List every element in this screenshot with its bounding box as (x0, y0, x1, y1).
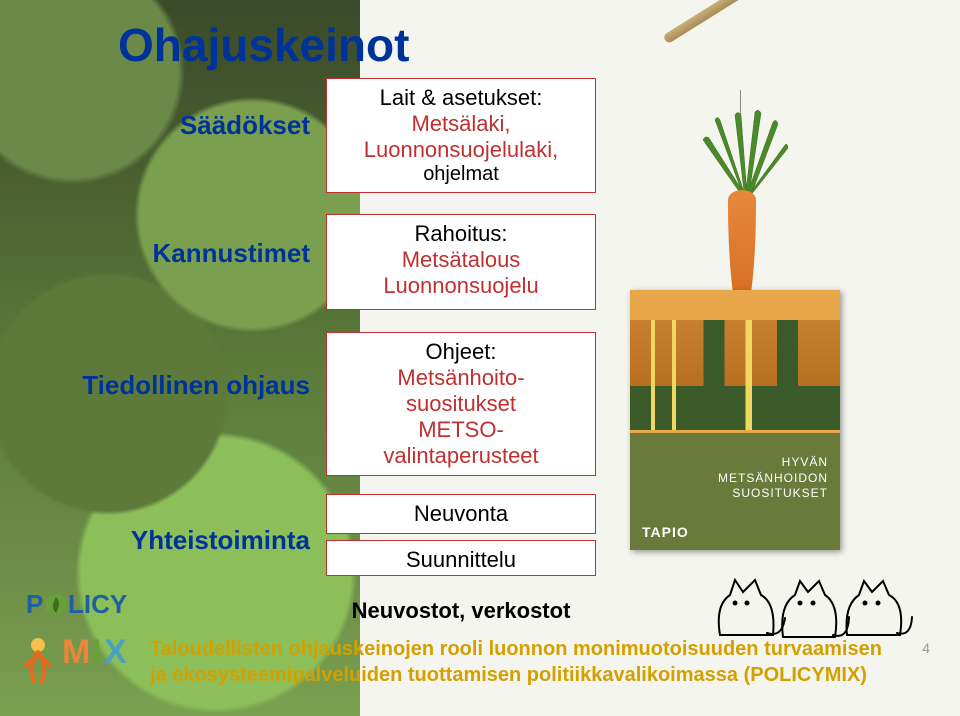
stick-icon (662, 0, 854, 44)
row-box-header-0: Lait & asetukset: (331, 85, 591, 111)
book-line3: SUOSITUKSET (718, 486, 828, 502)
svg-text:M: M (62, 633, 90, 671)
carrot-leaves-icon (695, 110, 795, 200)
row-box-red-0: Metsälaki,Luonnonsuojelulaki, (331, 111, 591, 163)
box-suunnittelu-text: Suunnittelu (331, 547, 591, 573)
row-label-1: Kannustimet (0, 238, 310, 269)
svg-text:P: P (26, 589, 43, 619)
footer-text: Taloudellisten ohjauskeinojen rooli luon… (150, 636, 910, 688)
row-label-2: Tiedollinen ohjaus (0, 370, 310, 401)
row-box-3: Neuvonta (326, 494, 596, 534)
row-box-red-2: Metsänhoito-suosituksetMETSO-valintaperu… (331, 365, 591, 469)
policymix-logo: P LICY M I X (18, 585, 138, 690)
svg-text:I: I (92, 633, 101, 671)
row-box-2: Ohjeet:Metsänhoito-suosituksetMETSO-vali… (326, 332, 596, 476)
row-label-3: Yhteistoiminta (0, 525, 310, 556)
row-box-1: Rahoitus:MetsätalousLuonnonsuojelu (326, 214, 596, 310)
row-box-header-2: Ohjeet: (331, 339, 591, 365)
page-number: 4 (922, 640, 930, 656)
row-box-header-1: Rahoitus: (331, 221, 591, 247)
row-box-tail-0: ohjelmat (331, 163, 591, 186)
book-title: HYVÄN METSÄNHOIDON SUOSITUKSET (718, 455, 828, 502)
footer-line1: Taloudellisten ohjauskeinojen rooli luon… (150, 638, 882, 660)
row-box-0: Lait & asetukset:Metsälaki,Luonnonsuojel… (326, 78, 596, 193)
svg-text:LICY: LICY (68, 589, 127, 619)
book-forest-art (630, 320, 840, 430)
row-label-0: Säädökset (0, 110, 310, 141)
book-line2: METSÄNHOIDON (718, 471, 828, 487)
box-neuvostot: Neuvostot, verkostot (326, 592, 596, 628)
row-box-red-1: MetsätalousLuonnonsuojelu (331, 247, 591, 299)
box-neuvostot-text: Neuvostot, verkostot (330, 598, 592, 624)
footer-line2: ja ekosysteemipalveluiden tuottamisen po… (150, 664, 867, 686)
box-suunnittelu: Suunnittelu (326, 540, 596, 576)
svg-text:X: X (104, 633, 127, 671)
book-cover: HYVÄN METSÄNHOIDON SUOSITUKSET TAPIO (630, 290, 840, 550)
book-publisher: TAPIO (642, 524, 689, 540)
row-box-header-3: Neuvonta (331, 501, 591, 527)
book-line1: HYVÄN (718, 455, 828, 471)
slide: Ohajuskeinot SäädöksetLait & asetukset:M… (0, 0, 960, 716)
slide-title: Ohajuskeinot (118, 18, 409, 72)
